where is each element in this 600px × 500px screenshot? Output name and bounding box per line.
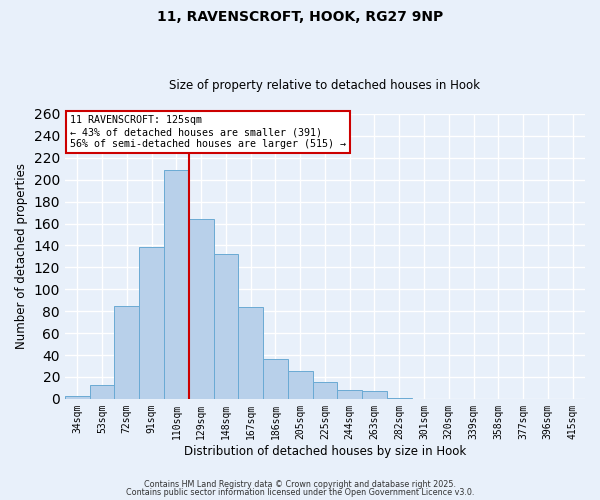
Bar [189, 219, 214, 399]
Text: 11, RAVENSCROFT, HOOK, RG27 9NP: 11, RAVENSCROFT, HOOK, RG27 9NP [157, 10, 443, 24]
Text: 11 RAVENSCROFT: 125sqm
← 43% of detached houses are smaller (391)
56% of semi-de: 11 RAVENSCROFT: 125sqm ← 43% of detached… [70, 116, 346, 148]
Bar [139, 246, 164, 399]
X-axis label: Distribution of detached houses by size in Hook: Distribution of detached houses by size … [184, 444, 466, 458]
Bar [89, 384, 115, 399]
Bar [115, 306, 139, 399]
Bar [337, 390, 362, 399]
Bar [313, 382, 337, 399]
Bar [263, 360, 288, 399]
Bar [288, 372, 313, 399]
Text: Contains public sector information licensed under the Open Government Licence v3: Contains public sector information licen… [126, 488, 474, 497]
Bar [214, 254, 238, 399]
Bar [238, 307, 263, 399]
Bar [387, 398, 412, 399]
Bar [65, 396, 89, 399]
Text: Contains HM Land Registry data © Crown copyright and database right 2025.: Contains HM Land Registry data © Crown c… [144, 480, 456, 489]
Bar [362, 391, 387, 399]
Title: Size of property relative to detached houses in Hook: Size of property relative to detached ho… [169, 79, 481, 92]
Y-axis label: Number of detached properties: Number of detached properties [15, 164, 28, 350]
Bar [164, 170, 189, 399]
